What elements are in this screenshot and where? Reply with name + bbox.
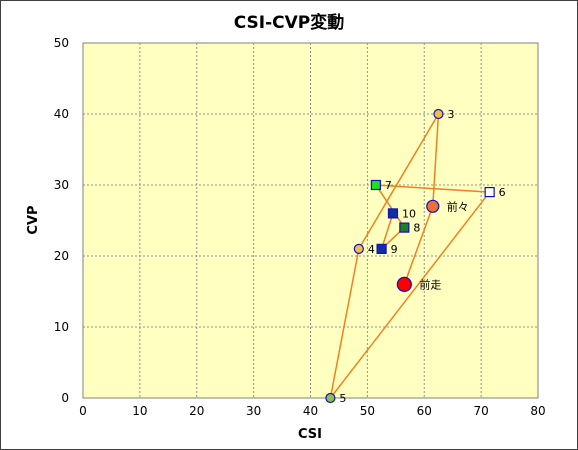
marker-9	[376, 243, 387, 254]
chart-title: CSI-CVP変動	[233, 13, 345, 33]
series-line-segment	[358, 113, 440, 250]
marker-7	[370, 179, 382, 191]
point-label-前々: 前々	[447, 199, 469, 213]
point-label-10: 10	[402, 207, 416, 220]
series-line-segment	[403, 206, 434, 285]
x-tick-label: 40	[303, 404, 318, 418]
point-label-4: 4	[368, 243, 375, 256]
y-tick-label: 50	[54, 36, 69, 50]
x-tick-label: 20	[189, 404, 204, 418]
point-label-3: 3	[447, 108, 454, 121]
marker-6	[484, 187, 495, 198]
series-line-segment	[329, 248, 360, 399]
y-tick-label: 30	[54, 178, 69, 192]
y-tick-label: 40	[54, 107, 69, 121]
x-tick-label: 50	[360, 404, 375, 418]
marker-8	[399, 222, 410, 233]
series-line-segment	[375, 184, 490, 193]
marker-前走	[396, 276, 412, 292]
x-tick-label: 10	[132, 404, 147, 418]
y-tick-label: 0	[61, 391, 69, 405]
marker-4	[353, 243, 364, 254]
point-label-7: 7	[385, 179, 392, 192]
marker-3	[433, 108, 444, 120]
x-axis-label: CSI	[298, 427, 322, 442]
axis-ticks: 0 10 20 30 40 50 60 70 80 0 10 20 30 40 50	[54, 36, 546, 418]
x-tick-label: 70	[473, 404, 488, 418]
marker-前々	[426, 199, 440, 213]
point-label-8: 8	[413, 222, 420, 235]
y-tick-label: 20	[54, 249, 69, 263]
marker-5	[325, 392, 336, 404]
x-tick-label: 0	[79, 404, 87, 418]
series-line-segment	[380, 213, 394, 250]
point-label-9: 9	[391, 243, 398, 256]
x-tick-label: 30	[246, 404, 261, 418]
series-markers	[325, 108, 495, 404]
point-label-前走: 前走	[419, 277, 441, 291]
x-tick-label: 80	[530, 404, 545, 418]
y-tick-label: 10	[54, 320, 69, 334]
point-label-5: 5	[339, 392, 346, 405]
series-line-segment	[432, 113, 440, 207]
marker-10	[387, 208, 399, 219]
point-label-6: 6	[499, 186, 506, 199]
y-axis-label: CVP	[26, 205, 41, 234]
series-lines	[329, 113, 491, 399]
x-tick-label: 60	[417, 404, 432, 418]
series-line-segment	[375, 184, 405, 229]
grid	[83, 43, 538, 398]
series-line-segment	[329, 191, 491, 399]
